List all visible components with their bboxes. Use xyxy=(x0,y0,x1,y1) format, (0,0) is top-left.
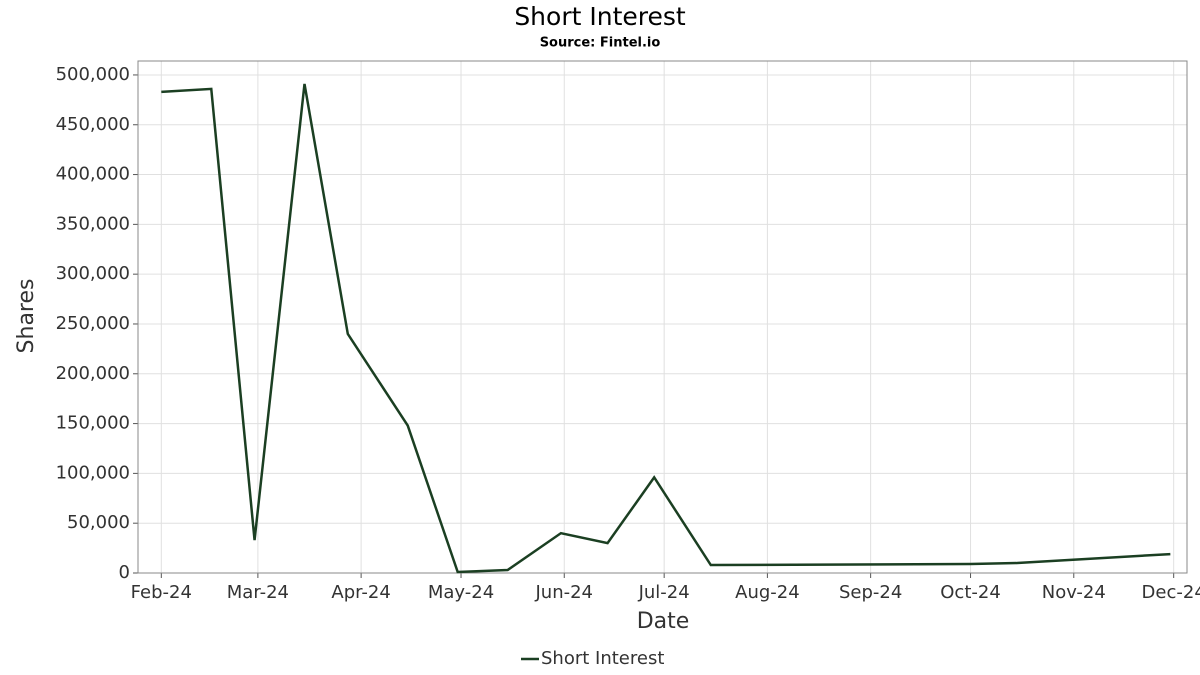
x-tick-label: Apr-24 xyxy=(331,582,390,603)
y-axis-label: Shares xyxy=(14,279,39,354)
y-tick-label: 250,000 xyxy=(56,313,130,334)
y-tick-label: 0 xyxy=(119,562,130,583)
x-tick-label: Jul-24 xyxy=(638,582,690,603)
x-tick-label: Mar-24 xyxy=(227,582,289,603)
y-tick-label: 350,000 xyxy=(56,213,130,234)
y-tick-label: 450,000 xyxy=(56,114,130,135)
legend-label: Short Interest xyxy=(541,648,664,669)
plot-frame xyxy=(137,60,1188,574)
x-axis-label: Date xyxy=(637,609,690,634)
data-line xyxy=(161,83,1171,574)
x-tick-label: Aug-24 xyxy=(735,582,800,603)
x-tick-label: Dec-24 xyxy=(1142,582,1200,603)
x-tick-label: Feb-24 xyxy=(131,582,192,603)
x-tick-label: Jun-24 xyxy=(534,582,593,603)
y-tick-label: 500,000 xyxy=(56,64,130,85)
y-tick-label: 50,000 xyxy=(67,512,130,533)
y-tick-label: 150,000 xyxy=(56,413,130,434)
y-tick-label: 400,000 xyxy=(56,164,130,185)
y-tick-label: 100,000 xyxy=(56,462,130,483)
x-tick-label: Oct-24 xyxy=(940,582,1001,603)
x-tick-label: Nov-24 xyxy=(1042,582,1106,603)
y-tick-label: 200,000 xyxy=(56,363,130,384)
chart-title: Short Interest xyxy=(514,2,686,31)
y-tick-label: 300,000 xyxy=(56,263,130,284)
x-tick-label: May-24 xyxy=(428,582,494,603)
x-tick-label: Sep-24 xyxy=(839,582,902,603)
chart-subtitle: Source: Fintel.io xyxy=(540,36,661,51)
